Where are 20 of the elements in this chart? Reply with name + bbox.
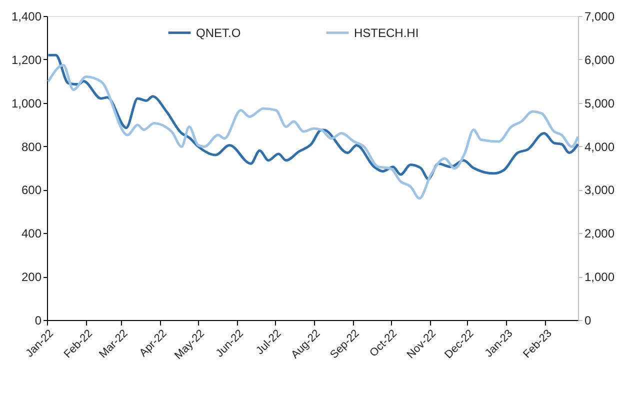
y-tick-label: 600 <box>21 183 42 198</box>
y-tick-label: 1,400 <box>11 10 42 24</box>
y-tick-label: 800 <box>21 140 42 154</box>
y2-tick-label: 5,000 <box>584 96 615 110</box>
line-series <box>47 64 580 200</box>
y-tick-label: 200 <box>21 270 42 284</box>
legend-label: QNET.O <box>196 26 241 40</box>
y-tick-label: 1,200 <box>11 52 42 67</box>
y-tick-label: 1,000 <box>11 96 42 110</box>
y2-tick-label: 1,000 <box>584 270 615 284</box>
y-tick-label: 400 <box>21 226 42 241</box>
y2-tick-label: 3,000 <box>584 183 615 198</box>
y2-tick-label: 6,000 <box>584 52 615 67</box>
y2-tick-label: 2,000 <box>584 226 615 241</box>
y2-tick-label: 0 <box>584 314 592 328</box>
y-tick-label: 0 <box>34 314 42 328</box>
y2-tick-label: 4,000 <box>584 140 615 154</box>
legend-label: HSTECH.HI <box>354 26 419 40</box>
line-series <box>47 54 580 180</box>
y2-tick-label: 7,000 <box>584 10 615 24</box>
